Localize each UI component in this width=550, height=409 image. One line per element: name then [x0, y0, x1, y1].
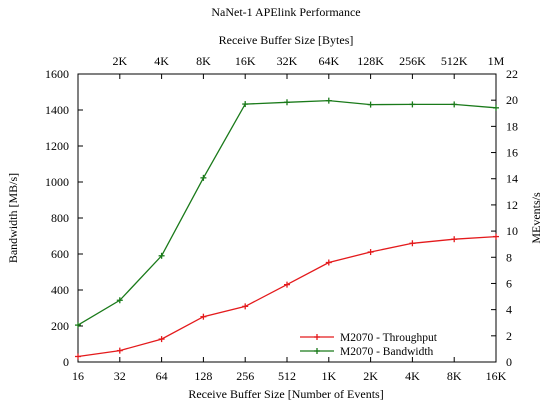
series-point-0	[325, 259, 332, 266]
y-tick-label: 1400	[45, 103, 69, 117]
x2-tick-label: 2K	[112, 54, 127, 68]
x-tick-label: 1K	[321, 369, 336, 383]
series-point-1	[325, 97, 332, 104]
x-tick-label: 256	[236, 369, 254, 383]
x2-tick-label: 4K	[154, 54, 169, 68]
y2-tick-label: 10	[506, 224, 518, 238]
x2-tick-label: 16K	[235, 54, 256, 68]
series-point-1	[242, 101, 249, 108]
series-point-0	[284, 281, 290, 288]
y2-tick-label: 12	[506, 198, 518, 212]
series-line-1	[77, 99, 497, 326]
x2-tick-label: 256K	[399, 54, 426, 68]
legend-marker-throughput	[314, 334, 320, 340]
x-tick-label: 512	[278, 369, 296, 383]
series-point-0	[493, 233, 499, 240]
series-point-0	[158, 336, 165, 343]
series-point-0	[451, 236, 458, 243]
y-tick-label: 1600	[45, 67, 69, 81]
x-tick-label: 4K	[405, 369, 420, 383]
y2-tick-label: 2	[506, 329, 512, 343]
y2-tick-label: 14	[506, 172, 518, 186]
series-point-1	[200, 174, 207, 181]
series-point-1	[367, 101, 374, 108]
series-point-0	[409, 240, 416, 247]
x2-axis-label: Receive Buffer Size [Bytes]	[219, 33, 354, 47]
plot-frame	[77, 73, 497, 363]
x2-tick-label: 1M	[488, 54, 505, 68]
legend-marker-bandwidth	[314, 348, 320, 354]
x-tick-label: 16	[72, 369, 84, 383]
legend: M2070 - Throughput M2070 - Bandwidth	[300, 332, 438, 358]
x-tick-label: 16K	[486, 369, 507, 383]
y2-tick-label: 18	[506, 119, 518, 133]
y2-tick-label: 22	[506, 67, 518, 81]
y-tick-label: 600	[51, 247, 69, 261]
x-tick-label: 2K	[363, 369, 378, 383]
y2-tick-label: 16	[506, 146, 518, 160]
series-point-0	[367, 249, 374, 256]
x2-tick-label: 64K	[318, 54, 339, 68]
y-axis-label: Bandwidth [MB/s]	[6, 173, 20, 263]
legend-label-bandwidth: M2070 - Bandwidth	[340, 346, 434, 358]
chart-title: NaNet-1 APElink Performance	[211, 5, 360, 19]
y-tick-label: 200	[51, 319, 69, 333]
x-tick-label: 64	[156, 369, 168, 383]
y2-tick-label: 0	[506, 355, 512, 369]
y2-axis-label: MEvents/s	[529, 192, 543, 244]
x2-tick-label: 128K	[357, 54, 384, 68]
y-tick-label: 0	[63, 355, 69, 369]
x2-tick-label: 8K	[196, 54, 211, 68]
series-point-0	[200, 313, 207, 320]
x-tick-label: 32	[114, 369, 126, 383]
y2-tick-label: 4	[506, 303, 512, 317]
series-point-1	[409, 101, 416, 108]
y-tick-label: 800	[51, 211, 69, 225]
series-point-0	[75, 353, 81, 360]
series-point-1	[493, 104, 499, 111]
x-axis-label: Receive Buffer Size [Number of Events]	[188, 387, 383, 401]
y2-tick-label: 20	[506, 93, 518, 107]
series-point-1	[75, 322, 81, 329]
series-point-1	[451, 101, 458, 108]
x2-tick-label: 32K	[277, 54, 298, 68]
series-point-1	[158, 252, 165, 259]
y-tick-label: 1000	[45, 175, 69, 189]
series-point-1	[116, 297, 123, 304]
series-layer	[75, 97, 499, 360]
series-point-1	[284, 99, 290, 106]
y-tick-label: 400	[51, 283, 69, 297]
x-tick-label: 8K	[447, 369, 462, 383]
series-point-0	[116, 347, 123, 354]
x2-tick-label: 512K	[441, 54, 468, 68]
y-tick-label: 1200	[45, 139, 69, 153]
x-tick-label: 128	[194, 369, 212, 383]
legend-label-throughput: M2070 - Throughput	[340, 332, 438, 344]
y2-tick-label: 8	[506, 250, 512, 264]
y2-tick-label: 6	[506, 276, 512, 290]
series-point-0	[242, 303, 249, 310]
